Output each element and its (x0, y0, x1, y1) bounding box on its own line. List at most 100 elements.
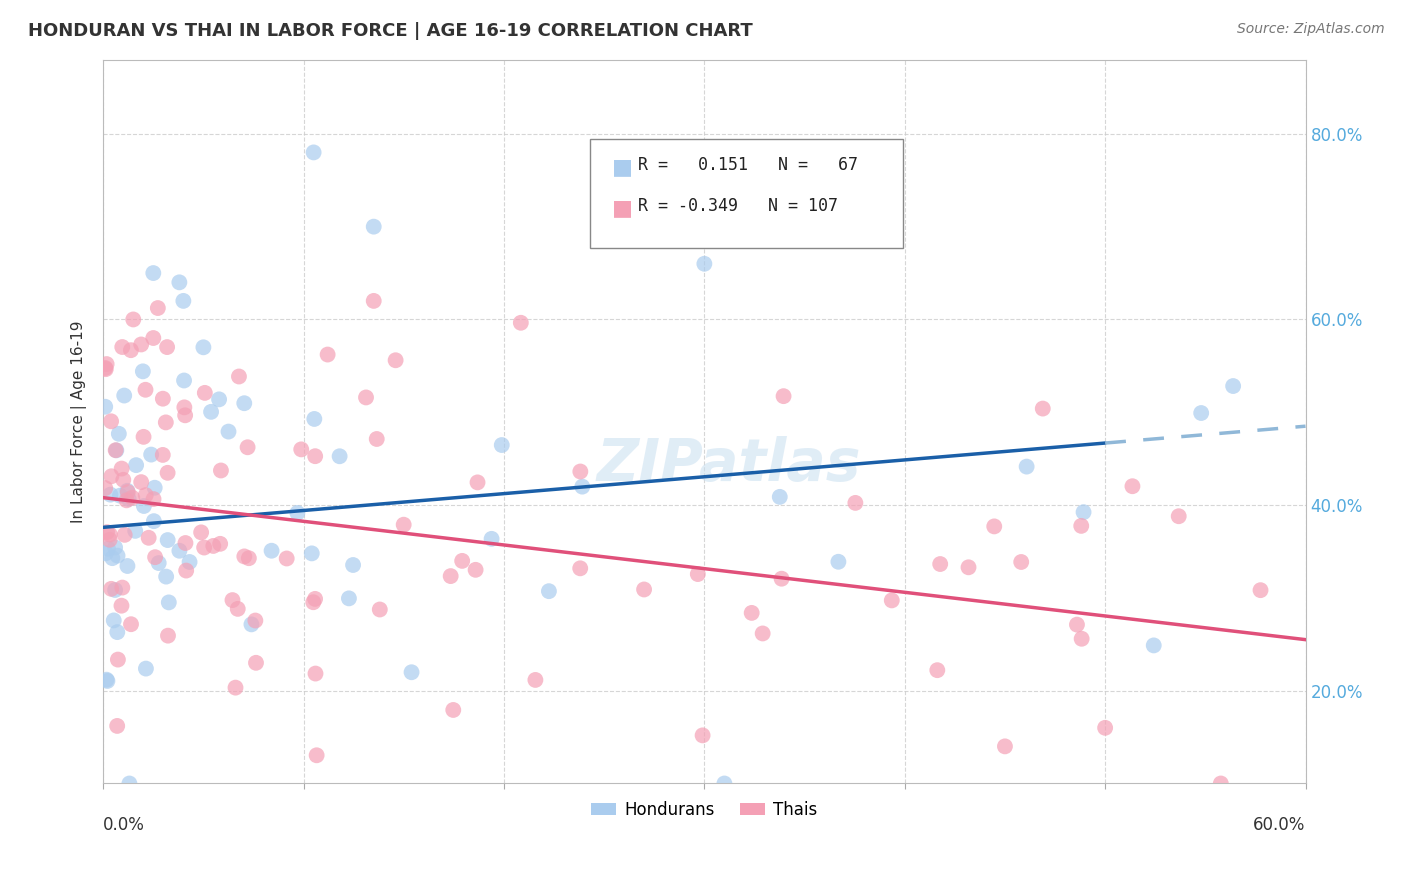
Point (440, 569, 463, 583)
Point (156, 629, 179, 643)
Point (105, 719, 128, 733)
Point (354, 391, 377, 405)
Point (441, 703, 464, 717)
Point (569, 465, 592, 479)
Point (302, 595, 325, 609)
Point (135, 488, 157, 502)
Point (111, 581, 134, 595)
Point (368, 602, 391, 616)
Point (236, 440, 259, 454)
Point (524, 673, 547, 687)
Point (142, 492, 165, 507)
Point (96, 525, 118, 540)
Point (209, 463, 232, 477)
Point (172, 293, 194, 308)
Text: Source: ZipAtlas.com: Source: ZipAtlas.com (1237, 22, 1385, 37)
Point (713, 776, 735, 790)
Point (142, 266, 165, 280)
Point (156, 340, 179, 354)
Point (101, 551, 124, 566)
Point (112, 473, 135, 487)
Point (329, 450, 352, 464)
Point (108, 489, 131, 503)
Point (464, 563, 486, 577)
Point (301, 546, 323, 560)
Point (316, 347, 339, 361)
Point (107, 549, 129, 563)
Point (481, 532, 503, 546)
Point (97, 541, 120, 556)
Point (751, 626, 773, 640)
Point (143, 481, 166, 495)
Text: ■: ■ (612, 199, 633, 219)
Point (927, 663, 949, 677)
Point (467, 475, 489, 490)
Point (571, 480, 593, 494)
Point (129, 337, 152, 351)
Point (98, 533, 121, 547)
Point (118, 491, 141, 506)
Point (994, 739, 1017, 754)
Point (125, 458, 148, 472)
Point (366, 432, 388, 446)
Point (290, 442, 312, 457)
Point (134, 383, 156, 397)
Point (1209, 776, 1232, 790)
Point (304, 666, 326, 681)
Point (142, 331, 165, 345)
Point (384, 353, 406, 368)
Point (929, 557, 952, 571)
Text: ZIPatlas: ZIPatlas (596, 436, 860, 493)
Point (156, 533, 179, 547)
Point (844, 496, 866, 510)
Text: R = -0.349   N = 107: R = -0.349 N = 107 (638, 197, 838, 215)
Point (169, 276, 191, 290)
Text: ■: ■ (612, 157, 633, 178)
Point (120, 343, 142, 358)
Point (218, 425, 240, 439)
Point (135, 662, 157, 676)
Point (129, 475, 152, 490)
Point (193, 340, 215, 354)
Text: HONDURAN VS THAI IN LABOR FORCE | AGE 16-19 CORRELATION CHART: HONDURAN VS THAI IN LABOR FORCE | AGE 16… (28, 22, 752, 40)
Point (1189, 406, 1212, 420)
Point (103, 614, 125, 628)
Point (276, 551, 298, 566)
Point (245, 614, 267, 628)
Point (342, 558, 364, 572)
Point (692, 728, 714, 742)
Point (108, 426, 131, 441)
Point (772, 389, 794, 403)
Point (1032, 401, 1054, 416)
Point (105, 443, 128, 458)
Point (221, 593, 243, 607)
Text: R =   0.151   N =   67: R = 0.151 N = 67 (638, 156, 858, 174)
Point (104, 582, 127, 597)
Point (146, 301, 169, 315)
Point (225, 681, 247, 695)
Point (169, 543, 191, 558)
Point (304, 412, 326, 426)
Point (233, 549, 256, 564)
Point (209, 537, 232, 551)
Point (1167, 509, 1189, 524)
Point (104, 443, 127, 458)
Point (132, 430, 155, 444)
Point (228, 369, 250, 384)
Point (693, 257, 716, 271)
Point (770, 572, 793, 586)
Point (260, 543, 283, 558)
Point (138, 531, 160, 545)
Point (100, 488, 122, 502)
Point (100, 469, 122, 483)
Point (132, 499, 155, 513)
Point (111, 461, 134, 475)
Point (245, 656, 267, 670)
Point (392, 517, 415, 532)
Text: 60.0%: 60.0% (1253, 816, 1306, 834)
Point (1066, 617, 1088, 632)
Point (491, 438, 513, 452)
Point (96, 357, 118, 371)
Point (96, 673, 118, 688)
Point (100, 414, 122, 428)
